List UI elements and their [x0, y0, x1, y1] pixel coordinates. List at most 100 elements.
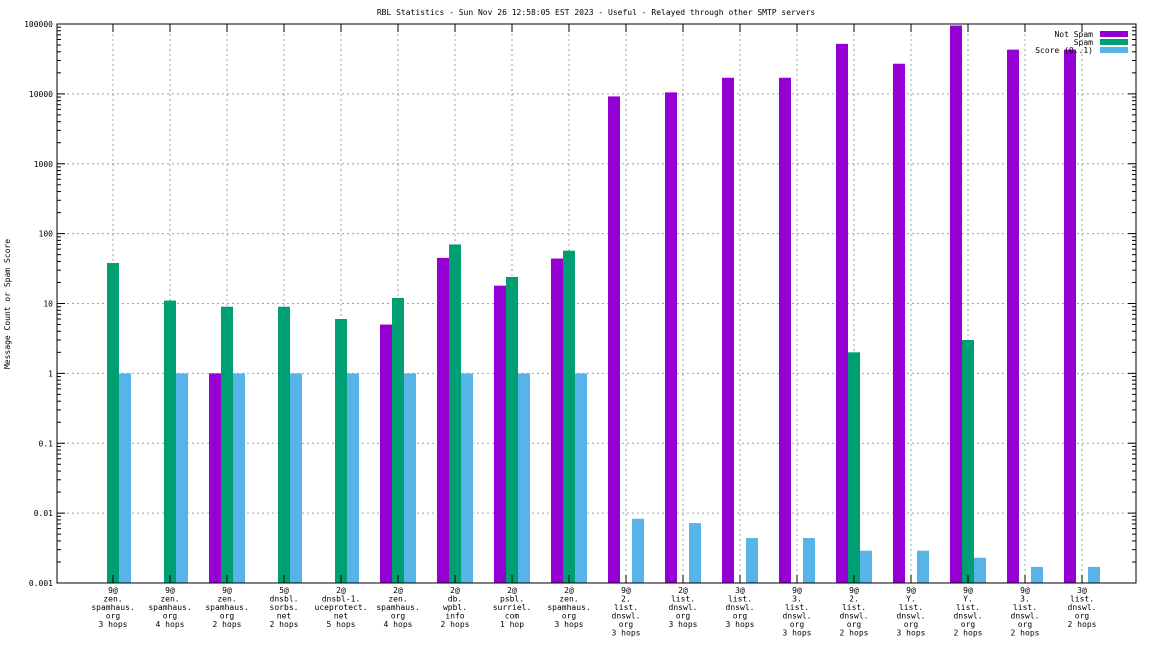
y-tick-label: 1: [48, 369, 53, 378]
x-tick-label-line: org: [961, 620, 976, 629]
x-tick-label-line: 9@: [963, 586, 973, 595]
x-tick-label-line: dnswl.: [1068, 603, 1097, 612]
x-tick-label-line: 3 hops: [99, 620, 128, 629]
y-tick-label: 100: [39, 230, 54, 239]
legend-swatch: [1100, 39, 1128, 45]
x-tick-label-line: 9@: [108, 586, 118, 595]
x-tick-label-line: 2 hops: [1011, 629, 1040, 638]
bar-score: [974, 557, 986, 583]
legend-label: Spam: [1074, 38, 1093, 47]
bar-not-spam: [608, 96, 620, 583]
x-tick-label-line: org: [619, 620, 634, 629]
x-tick-label: 9@ 2. list. dnswl. org 2 hops: [840, 586, 869, 638]
x-tick-label-line: sorbs.: [270, 603, 299, 612]
x-tick-label: 3@ list. dnswl. org 2 hops: [1068, 586, 1097, 629]
bar-not-spam: [209, 373, 221, 583]
x-tick-label-line: dnswl.: [669, 603, 698, 612]
x-tick-label: 2@ dnsbl-1. uceprotect. net 5 hops: [315, 586, 368, 629]
x-tick-label-line: org: [847, 620, 862, 629]
x-tick-label-line: wpbl.: [443, 603, 467, 612]
bar-spam: [962, 340, 974, 583]
x-tick-label-line: dnswl.: [840, 612, 869, 621]
bar-spam: [392, 297, 404, 583]
legend-swatch: [1100, 47, 1128, 53]
bar-score: [1031, 566, 1043, 583]
x-tick-label-line: org: [1075, 612, 1090, 621]
bar-score: [746, 538, 758, 583]
y-tick-label: 10: [43, 300, 53, 309]
bar-score: [290, 373, 302, 583]
x-tick-label-line: 4 hops: [384, 620, 413, 629]
x-tick-label-line: dnswl.: [1011, 612, 1040, 621]
bar-score: [347, 373, 359, 583]
bar-spam: [221, 306, 233, 583]
x-tick-label-line: list.: [1070, 595, 1094, 604]
bar-score: [461, 373, 473, 583]
bar-score: [1088, 566, 1100, 583]
bar-score: [404, 373, 416, 583]
x-tick-label-line: list.: [956, 603, 980, 612]
x-tick-label: 9@ 2. list. dnswl. org 3 hops: [612, 586, 641, 638]
y-tick-label: 100000: [24, 20, 53, 29]
x-tick-label-line: spamhaus.: [148, 603, 191, 612]
x-tick-label: 9@ zen. spamhaus. org 3 hops: [91, 586, 134, 629]
x-tick-label-line: spamhaus.: [91, 603, 134, 612]
legend-label: Not Spam: [1054, 30, 1093, 39]
y-axis-label: Message Count or Spam Score: [3, 239, 12, 369]
x-tick-label-line: 2@: [393, 586, 403, 595]
x-tick-label-line: list.: [1013, 603, 1037, 612]
y-tick-label: 0.001: [29, 579, 53, 588]
x-tick-label-line: 4 hops: [156, 620, 185, 629]
x-tick-label-line: Y.: [906, 595, 916, 604]
bar-not-spam: [494, 285, 506, 583]
x-tick-label-line: org: [904, 620, 919, 629]
x-tick-label-line: 2@: [450, 586, 460, 595]
x-tick-label-line: 3 hops: [726, 620, 755, 629]
x-tick-label-line: 3 hops: [783, 629, 812, 638]
y-tick-label: 0.01: [34, 509, 53, 518]
x-tick-label-line: info: [445, 612, 464, 621]
x-tick-label-line: spamhaus.: [547, 603, 590, 612]
x-tick-label-line: 9@: [222, 586, 232, 595]
x-tick-label-line: list.: [899, 603, 923, 612]
legend-label: Score (0..1): [1035, 46, 1093, 55]
bar-spam: [563, 250, 575, 584]
x-tick-label-line: 2 hops: [270, 620, 299, 629]
bar-not-spam: [779, 77, 791, 583]
bar-score: [860, 550, 872, 583]
x-tick-label-line: dnswl.: [612, 612, 641, 621]
bar-score: [518, 373, 530, 583]
x-tick-label-line: 3@: [735, 586, 745, 595]
x-tick-label-line: dnswl.: [783, 612, 812, 621]
bar-spam: [848, 352, 860, 583]
x-tick-label-line: 1 hop: [500, 620, 524, 629]
x-tick-label-line: 2@: [507, 586, 517, 595]
bar-not-spam: [437, 257, 449, 583]
x-tick-label-line: 3.: [792, 595, 802, 604]
x-tick-label-line: 2 hops: [1068, 620, 1097, 629]
x-tick-label-line: net: [277, 612, 292, 621]
x-tick-label-line: 3 hops: [612, 629, 641, 638]
x-tick-label-line: 9@: [1020, 586, 1030, 595]
x-tick-label: 2@ zen. spamhaus. org 4 hops: [376, 586, 419, 629]
x-tick-label-line: 2 hops: [840, 629, 869, 638]
x-tick-label-line: zen.: [217, 595, 236, 604]
bar-not-spam: [836, 43, 848, 584]
x-tick-label-line: 5@: [279, 586, 289, 595]
x-tick-label: 9@ zen. spamhaus. org 2 hops: [205, 586, 248, 629]
x-tick-label-line: 2@: [564, 586, 574, 595]
bar-score: [119, 373, 131, 583]
x-tick-label-line: dnswl.: [954, 612, 983, 621]
x-tick-label-line: org: [163, 612, 178, 621]
x-tick-label: 5@ dnsbl. sorbs. net 2 hops: [270, 586, 299, 629]
x-tick-label-line: zen.: [559, 595, 578, 604]
x-tick-label-line: surriel.: [493, 603, 532, 612]
x-tick-label-line: zen.: [103, 595, 122, 604]
x-tick-label-line: org: [1018, 620, 1033, 629]
x-tick-label-line: db.: [448, 595, 462, 604]
x-tick-label-line: 3 hops: [669, 620, 698, 629]
bar-not-spam: [665, 92, 677, 583]
bar-spam: [335, 319, 347, 583]
x-tick-label-line: zen.: [160, 595, 179, 604]
x-tick-label-line: 2 hops: [441, 620, 470, 629]
